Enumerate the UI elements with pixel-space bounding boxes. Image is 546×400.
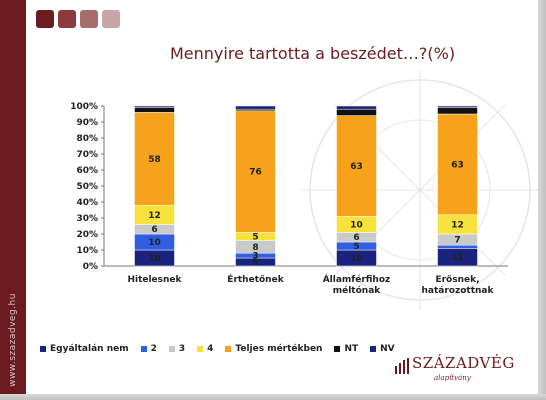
logo-bars-icon: [395, 358, 409, 374]
header-square-4: [102, 10, 120, 28]
legend-swatch: [225, 346, 232, 352]
y-tick-label: 60%: [76, 166, 98, 176]
data-label: 12: [451, 220, 464, 230]
legend-swatch: [168, 346, 175, 352]
slide-shadow-right: [538, 0, 546, 400]
data-label: 12: [148, 211, 161, 221]
bar-segment: [134, 105, 175, 108]
bar-segment: [235, 110, 276, 233]
sidebar-band: www.szazadveg.hu: [0, 0, 26, 400]
legend-swatch: [40, 346, 46, 352]
legend-label: NT: [344, 344, 359, 354]
x-category-label: Erősnek,: [435, 275, 479, 285]
legend-swatch: [197, 346, 204, 352]
bar-segment: [437, 244, 478, 249]
y-tick-label: 80%: [76, 134, 98, 144]
y-tick-label: 30%: [76, 214, 98, 224]
header-square-3: [80, 10, 98, 28]
x-category-label: Államférfihoz: [323, 273, 391, 285]
data-label: 10: [350, 254, 363, 264]
legend-item: NV: [370, 344, 395, 354]
data-label: 5: [252, 258, 258, 268]
legend-label: 3: [178, 344, 186, 354]
legend-label: Teljes mértékben: [235, 344, 323, 354]
legend-item: 4: [197, 344, 213, 354]
compass-watermark: [300, 70, 540, 310]
bar-segment: [235, 105, 276, 110]
legend-label: Egyáltalán nem: [50, 344, 129, 354]
bar-segment: [437, 105, 478, 108]
szazadveg-logo: SZÁZADVÉG alapítvány: [394, 354, 514, 386]
data-label: 10: [148, 238, 161, 248]
bar-segment: [336, 115, 377, 217]
y-tick-label: 100%: [70, 102, 98, 112]
x-category-label: Hitelesnek: [127, 275, 182, 285]
data-label: 58: [148, 155, 161, 165]
data-label: 7: [454, 236, 460, 246]
x-category-label: méltónak: [333, 285, 382, 296]
data-label: 6: [353, 233, 359, 243]
bar-segment: [134, 112, 175, 206]
chart-legend: Egyáltalán nem 2 3 4 Teljes mértékben NT NV: [40, 344, 395, 354]
legend-item: Teljes mértékben: [225, 344, 322, 354]
legend-swatch: [370, 346, 377, 352]
y-tick-label: 70%: [76, 150, 98, 160]
legend-item: NT: [334, 344, 358, 354]
legend-item: 2: [140, 344, 157, 354]
logo-name: SZÁZADVÉG: [412, 354, 515, 372]
y-tick-label: 40%: [76, 198, 98, 208]
bar-segment: [134, 107, 175, 113]
data-label: 63: [350, 162, 363, 172]
data-label: 8: [252, 243, 258, 253]
x-category-label: Érthetőnek: [227, 273, 284, 285]
y-tick-label: 0%: [83, 262, 98, 272]
data-label: 3: [252, 252, 258, 262]
data-label: 11: [451, 253, 464, 263]
legend-item: Egyáltalán nem: [40, 344, 129, 354]
legend-swatch: [140, 346, 147, 352]
y-tick-label: 20%: [76, 230, 98, 240]
legend-label: 2: [150, 344, 157, 354]
legend-label: NV: [380, 344, 395, 354]
data-label: 5: [252, 232, 258, 242]
header-square-2: [58, 10, 76, 28]
data-label: 10: [148, 254, 161, 264]
data-label: 76: [249, 168, 262, 178]
legend-label: 4: [207, 344, 214, 354]
data-label: 10: [350, 220, 363, 230]
bar-segment: [437, 107, 478, 115]
legend-swatch: [334, 346, 341, 352]
header-square-1: [36, 10, 54, 28]
y-tick-label: 10%: [76, 246, 98, 256]
bar-segment: [437, 113, 478, 216]
x-category-label: határozottnak: [422, 286, 495, 296]
slide-shadow-bottom: [0, 394, 546, 400]
data-label: 63: [451, 160, 464, 170]
chart-title: Mennyire tartotta a beszédet…?(%): [170, 44, 456, 63]
data-label: 6: [151, 225, 157, 235]
legend-item: 3: [168, 344, 186, 354]
y-tick-label: 90%: [76, 118, 98, 128]
data-label: 5: [353, 242, 359, 252]
bar-segment: [336, 105, 377, 110]
logo-subtitle: alapítvány: [434, 374, 471, 382]
y-tick-label: 50%: [76, 182, 98, 192]
bar-segment: [336, 108, 377, 116]
